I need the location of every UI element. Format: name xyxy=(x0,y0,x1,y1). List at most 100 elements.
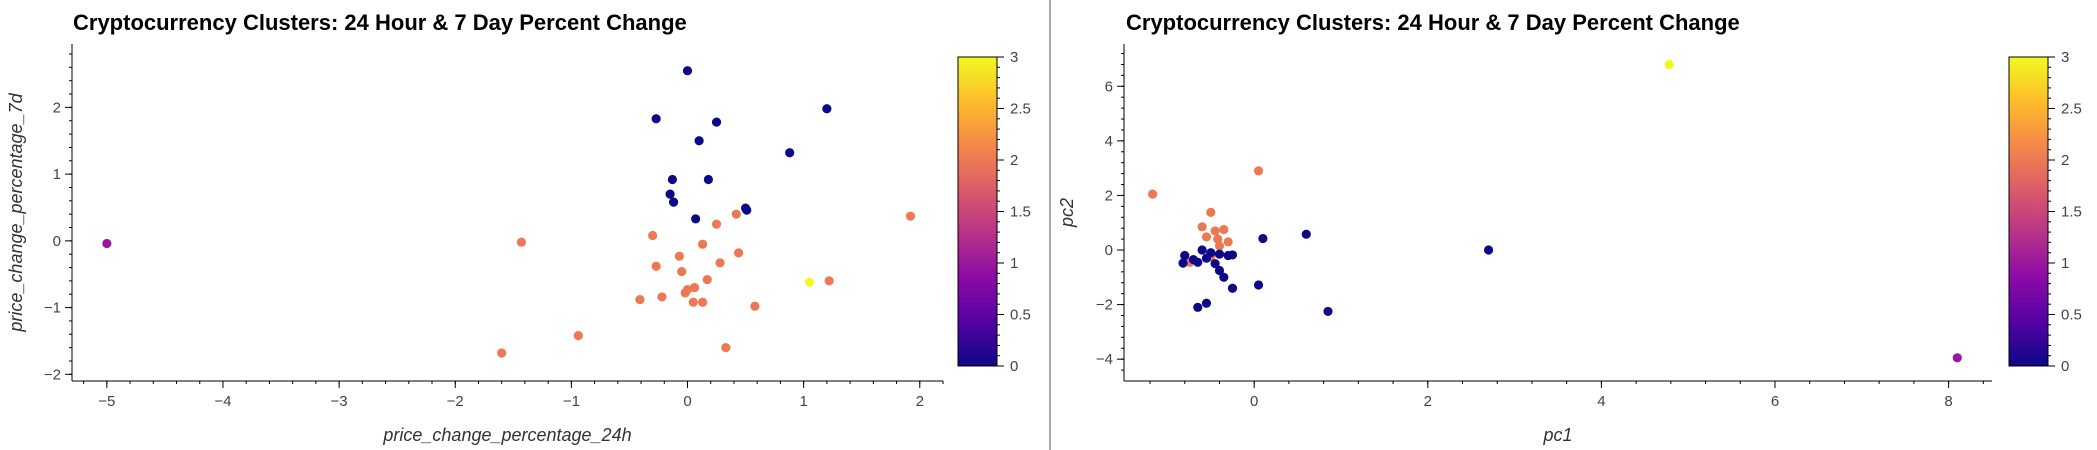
data-point-cluster-2[interactable] xyxy=(1206,207,1216,217)
data-point-cluster-2[interactable] xyxy=(750,301,760,311)
x-tick-label: −2 xyxy=(447,393,464,410)
colorbar-tick-label: 2 xyxy=(2061,152,2069,169)
colorbar-tick-label: 0.5 xyxy=(2061,307,2082,324)
data-point-cluster-2[interactable] xyxy=(573,331,583,341)
data-point-cluster-2[interactable] xyxy=(651,261,661,271)
data-point-cluster-2[interactable] xyxy=(689,282,700,293)
data-point-cluster-0[interactable] xyxy=(1301,229,1311,239)
data-point-cluster-0[interactable] xyxy=(1214,249,1225,259)
data-point-cluster-1[interactable] xyxy=(102,238,112,249)
y-tick-label: 0 xyxy=(53,233,61,250)
colorbar-tick-label: 1.5 xyxy=(1010,204,1031,221)
chart-title: Cryptocurrency Clusters: 24 Hour & 7 Day… xyxy=(1126,10,1740,35)
data-point-cluster-2[interactable] xyxy=(698,297,708,307)
x-axis-label: price_change_percentage_24h xyxy=(382,425,631,445)
data-point-cluster-2[interactable] xyxy=(635,294,645,305)
data-point-cluster-0[interactable] xyxy=(668,197,679,207)
data-point-cluster-0[interactable] xyxy=(665,189,675,199)
data-point-cluster-0[interactable] xyxy=(1193,302,1203,312)
x-tick-label: 1 xyxy=(799,393,807,410)
data-point-cluster-0[interactable] xyxy=(703,174,714,185)
colorbar-tick-label: 2 xyxy=(1010,152,1018,169)
data-point-cluster-2[interactable] xyxy=(688,297,698,307)
data-point-cluster-0[interactable] xyxy=(1214,265,1225,276)
data-point-cluster-0[interactable] xyxy=(1201,253,1212,263)
data-point-cluster-0[interactable] xyxy=(711,117,722,127)
data-point-cluster-0[interactable] xyxy=(1210,259,1220,269)
x-tick-label: −3 xyxy=(331,393,348,410)
data-point-cluster-0[interactable] xyxy=(1253,280,1264,290)
x-tick-label: 0 xyxy=(1250,393,1258,410)
y-axis-label: price_change_percentage_7d xyxy=(6,92,26,332)
chart-panel-left: Cryptocurrency Clusters: 24 Hour & 7 Day… xyxy=(6,10,1031,445)
y-tick-label: −1 xyxy=(44,300,61,317)
data-point-cluster-2[interactable] xyxy=(734,248,744,258)
data-point-cluster-2[interactable] xyxy=(711,219,722,229)
scatter-plot-pc1-pc2: Cryptocurrency Clusters: 24 Hour & 7 Day… xyxy=(1057,10,2082,445)
data-point-cluster-2[interactable] xyxy=(905,211,916,221)
data-point-cluster-0[interactable] xyxy=(742,205,752,215)
data-point-cluster-2[interactable] xyxy=(680,288,690,298)
data-point-cluster-0[interactable] xyxy=(691,214,701,224)
x-tick-label: 8 xyxy=(1944,393,1952,410)
colorbar-tick-label: 2.5 xyxy=(1010,101,1031,118)
data-point-cluster-2[interactable] xyxy=(1223,237,1233,247)
data-point-cluster-2[interactable] xyxy=(1219,224,1229,235)
data-point-cluster-0[interactable] xyxy=(651,114,661,124)
y-tick-label: 0 xyxy=(1105,242,1113,259)
data-point-cluster-0[interactable] xyxy=(1180,250,1190,261)
data-point-cluster-0[interactable] xyxy=(1201,298,1212,308)
data-point-cluster-0[interactable] xyxy=(1323,306,1333,317)
x-tick-label: −1 xyxy=(563,393,580,410)
y-tick-label: 2 xyxy=(53,99,61,116)
data-point-cluster-2[interactable] xyxy=(677,266,687,277)
colorbar xyxy=(957,56,998,367)
data-point-cluster-2[interactable] xyxy=(1253,166,1264,176)
data-point-cluster-2[interactable] xyxy=(698,239,708,249)
x-tick-label: 2 xyxy=(916,393,924,410)
chart-panel-right: Cryptocurrency Clusters: 24 Hour & 7 Day… xyxy=(1051,0,2097,450)
data-point-cluster-2[interactable] xyxy=(702,274,712,285)
data-point-cluster-1[interactable] xyxy=(1952,353,1962,363)
data-point-cluster-0[interactable] xyxy=(682,66,693,76)
data-point-cluster-2[interactable] xyxy=(674,251,684,261)
data-point-cluster-2[interactable] xyxy=(657,292,667,302)
data-point-cluster-2[interactable] xyxy=(715,258,725,268)
data-point-cluster-0[interactable] xyxy=(822,104,832,114)
data-point-cluster-0[interactable] xyxy=(694,136,704,146)
data-point-cluster-0[interactable] xyxy=(1197,245,1207,255)
data-point-cluster-2[interactable] xyxy=(1210,226,1220,236)
colorbar-tick-label: 3 xyxy=(1010,49,1018,66)
data-point-cluster-0[interactable] xyxy=(785,148,795,158)
data-point-cluster-0[interactable] xyxy=(1178,258,1188,268)
x-tick-label: −4 xyxy=(214,393,231,410)
data-point-cluster-2[interactable] xyxy=(721,343,731,353)
data-point-cluster-3[interactable] xyxy=(1664,59,1674,70)
data-point-cluster-2[interactable] xyxy=(731,209,741,219)
data-point-cluster-0[interactable] xyxy=(667,174,678,185)
data-point-cluster-2[interactable] xyxy=(824,276,834,286)
data-point-cluster-2[interactable] xyxy=(1148,189,1158,199)
data-point-cluster-2[interactable] xyxy=(516,237,527,247)
colorbar-tick-label: 2.5 xyxy=(2061,101,2082,118)
y-tick-label: 2 xyxy=(1105,187,1113,204)
colorbar-tick-label: 1.5 xyxy=(2061,204,2082,221)
data-point-cluster-0[interactable] xyxy=(1193,257,1203,267)
y-tick-label: 6 xyxy=(1105,78,1113,95)
y-tick-label: −2 xyxy=(44,366,61,383)
data-point-cluster-0[interactable] xyxy=(1483,245,1494,255)
data-point-cluster-2[interactable] xyxy=(1197,222,1207,232)
data-point-cluster-0[interactable] xyxy=(1258,233,1268,244)
data-point-cluster-2[interactable] xyxy=(648,230,658,241)
data-point-cluster-0[interactable] xyxy=(1227,283,1238,293)
colorbar-tick-label: 0 xyxy=(2061,358,2069,375)
data-point-cluster-2[interactable] xyxy=(1201,232,1212,242)
data-point-cluster-0[interactable] xyxy=(1219,272,1229,282)
data-point-cluster-0[interactable] xyxy=(1227,250,1238,260)
data-point-cluster-2[interactable] xyxy=(497,348,507,358)
data-point-cluster-3[interactable] xyxy=(804,277,815,287)
panel-divider xyxy=(1049,0,1051,450)
data-point-cluster-2[interactable] xyxy=(1214,241,1225,251)
x-axis-label: pc1 xyxy=(1542,425,1572,445)
y-tick-label: −4 xyxy=(1096,351,1113,368)
